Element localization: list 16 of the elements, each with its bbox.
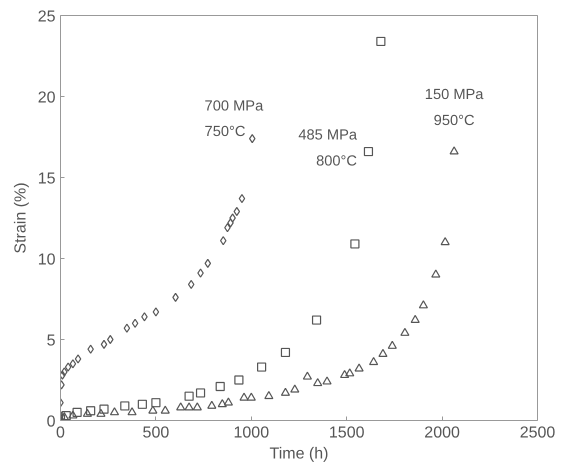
series-label: 485 MPa 800°C	[298, 127, 358, 170]
text: 150 MPa 950°C	[424, 86, 484, 129]
x-tick-label: 2500	[520, 424, 556, 442]
y-tick-label: 25	[38, 8, 56, 26]
y-tick-label: 5	[46, 332, 56, 350]
series-label: 700 MPa 750°C	[204, 98, 264, 140]
y-axis-title: Strain (%)	[12, 182, 30, 254]
y-tick-label: 10	[38, 252, 56, 268]
x-axis-title: Time (h)	[270, 446, 328, 462]
y-tick-label: 0	[46, 414, 56, 430]
x-tick-label: 1500	[328, 424, 365, 442]
x-tick-label: 1000	[234, 424, 270, 442]
x-tick-label: 2000	[424, 424, 460, 442]
x-tick-label: 500	[142, 424, 170, 442]
y-tick-label: 20	[38, 90, 56, 106]
y-tick-label: 15	[38, 170, 56, 188]
